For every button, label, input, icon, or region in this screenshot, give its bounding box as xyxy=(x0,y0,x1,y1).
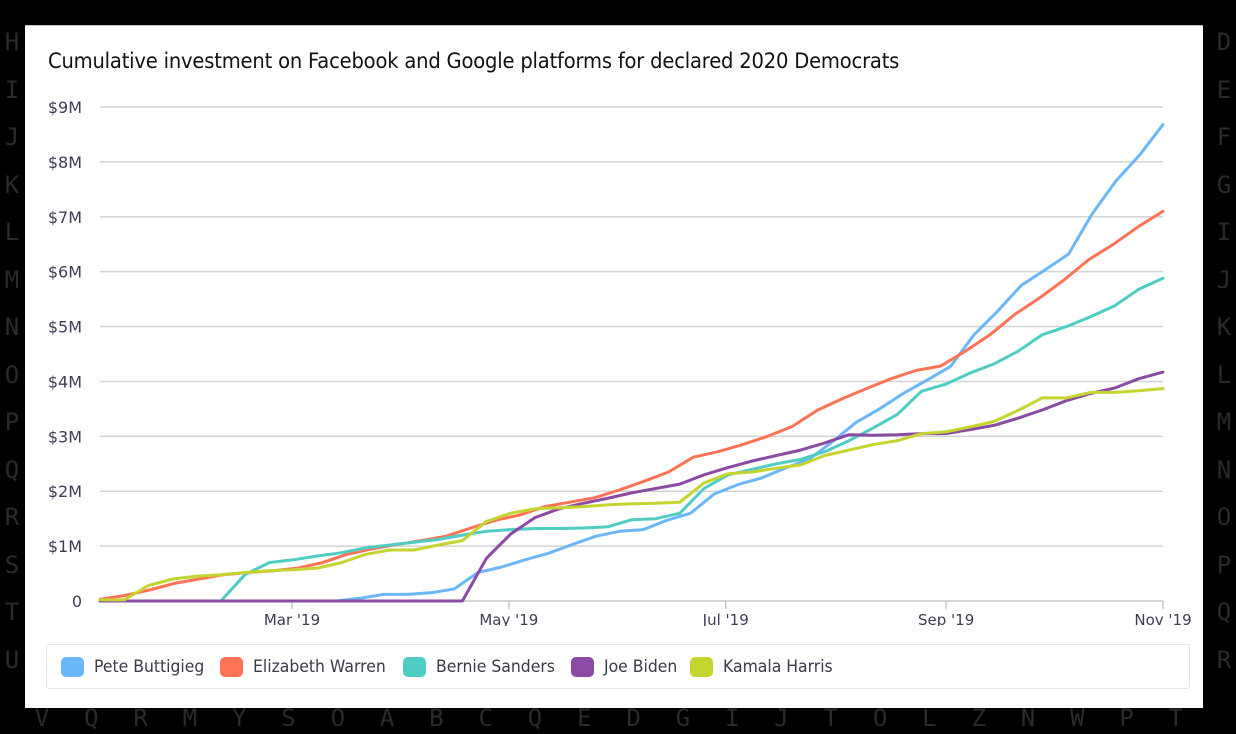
background-letter: R xyxy=(1216,645,1232,674)
background-letter: Q xyxy=(4,455,20,484)
background-letter: G xyxy=(1216,170,1232,199)
background-letter: L xyxy=(1216,360,1232,389)
y-tick-label: $6M xyxy=(48,263,82,282)
background-letter: P xyxy=(4,408,20,436)
legend-label: Joe Biden xyxy=(604,656,678,677)
background-letter: Q xyxy=(1216,598,1232,626)
legend-label: Elizabeth Warren xyxy=(252,656,386,677)
y-tick-label: $7M xyxy=(48,208,82,227)
x-tick-label: Sep '19 xyxy=(918,611,974,626)
background-letter: M xyxy=(1216,408,1232,436)
legend-item-elizabeth-warren[interactable]: Elizabeth Warren xyxy=(219,656,389,677)
background-letter: J xyxy=(774,704,789,732)
background-letter: S xyxy=(281,704,296,732)
x-axis: Mar '19 May '19 Jul '19 Sep '19 Nov '19 xyxy=(264,601,1192,626)
x-tick-label: May '19 xyxy=(479,611,538,626)
series-line-joe-biden xyxy=(98,370,1165,603)
chart-legend: Pete Buttigieg Elizabeth Warren Bernie San… xyxy=(46,644,1190,689)
background-letter: L xyxy=(4,218,20,246)
background-letter: S xyxy=(4,550,20,579)
line-chart: 0 $1M $2M $3M $4M $5M $6M $7M $8M $9M Mar '19 May … xyxy=(48,98,1192,626)
background-letter: J xyxy=(1216,265,1232,294)
background-letter: R xyxy=(4,503,20,531)
series-line-elizabeth-warren xyxy=(98,209,1165,601)
chart-title: Cumulative investment on Facebook and Go… xyxy=(48,49,900,73)
legend-label: Kamala Harris xyxy=(723,656,833,677)
background-letter: K xyxy=(1216,313,1232,341)
background-letter: P xyxy=(1216,550,1232,579)
background-letter: D xyxy=(626,704,641,732)
legend-item-bernie-sanders[interactable]: Bernie Sanders xyxy=(403,656,557,677)
background-letter: G xyxy=(675,704,691,732)
series-line-kamala-harris xyxy=(98,387,1165,602)
background-letter: E xyxy=(1216,75,1232,104)
legend-label: Pete Buttigieg xyxy=(94,656,205,677)
y-tick-label: 0 xyxy=(72,592,82,611)
background-letter: U xyxy=(4,645,20,674)
background-letter: H xyxy=(4,28,20,56)
x-tick-label: Mar '19 xyxy=(264,611,320,626)
background-letter: N xyxy=(1216,455,1232,484)
background-letter: F xyxy=(1216,123,1232,151)
background-letter: I xyxy=(724,704,740,732)
legend-item-kamala-harris[interactable]: Kamala Harris xyxy=(690,656,834,677)
background-letter: Y xyxy=(231,704,247,732)
legend-swatch xyxy=(61,656,84,677)
background-letter: N xyxy=(4,313,20,341)
y-tick-label: $9M xyxy=(48,98,82,117)
background-letter: M xyxy=(182,704,198,732)
legend-swatch xyxy=(571,656,595,677)
legend-item-joe-biden[interactable]: Joe Biden xyxy=(571,656,678,677)
background-letter: W xyxy=(1070,704,1085,732)
background-letter: A xyxy=(379,704,395,732)
y-axis-labels: 0 $1M $2M $3M $4M $5M $6M $7M $8M $9M xyxy=(48,98,82,611)
background-letter: T xyxy=(1168,704,1184,732)
background-letter: Q xyxy=(84,704,99,732)
background-letter: T xyxy=(4,598,20,626)
background-letter: B xyxy=(429,704,444,732)
background-letter: N xyxy=(1020,704,1036,732)
background-letter: C xyxy=(478,704,493,732)
legend-swatch xyxy=(403,656,427,677)
background-letter: Q xyxy=(527,704,543,732)
y-tick-label: $5M xyxy=(48,318,82,337)
y-tick-label: $1M xyxy=(48,537,82,556)
series-lines xyxy=(98,123,1165,603)
background-letter: J xyxy=(4,123,20,151)
series-line-pete-buttigieg xyxy=(98,123,1165,603)
background-letter: I xyxy=(4,75,20,104)
y-tick-label: $2M xyxy=(48,482,82,501)
background-letter: I xyxy=(1216,218,1232,246)
gridlines xyxy=(100,106,1163,602)
background-letter: E xyxy=(577,704,592,732)
background-letter: M xyxy=(4,265,20,294)
legend-swatch xyxy=(690,656,714,677)
y-tick-label: $3M xyxy=(48,427,82,446)
legend-swatch xyxy=(219,656,243,677)
background-letter: K xyxy=(4,170,20,199)
legend-label: Bernie Sanders xyxy=(436,656,556,677)
background-letter: O xyxy=(1216,503,1232,531)
series-line-bernie-sanders xyxy=(98,276,1165,603)
background-letter: D xyxy=(1216,28,1232,56)
background-letter: L xyxy=(922,704,937,732)
x-tick-label: Nov '19 xyxy=(1134,611,1191,626)
background-letter: P xyxy=(1119,704,1134,732)
background-letter: O xyxy=(330,704,346,732)
y-tick-label: $4M xyxy=(48,372,82,391)
chart-card: Cumulative investment on Facebook and Go… xyxy=(25,25,1203,708)
background-letter: R xyxy=(133,704,148,732)
background-letter: O xyxy=(4,360,20,389)
legend-item-pete-buttigieg[interactable]: Pete Buttigieg xyxy=(61,656,206,677)
background-letter: T xyxy=(823,704,839,732)
background-letter: O xyxy=(872,704,888,732)
y-tick-label: $8M xyxy=(48,153,82,172)
background-letter: Z xyxy=(971,704,986,732)
x-tick-label: Jul '19 xyxy=(702,611,749,626)
background-letter: V xyxy=(34,704,50,732)
